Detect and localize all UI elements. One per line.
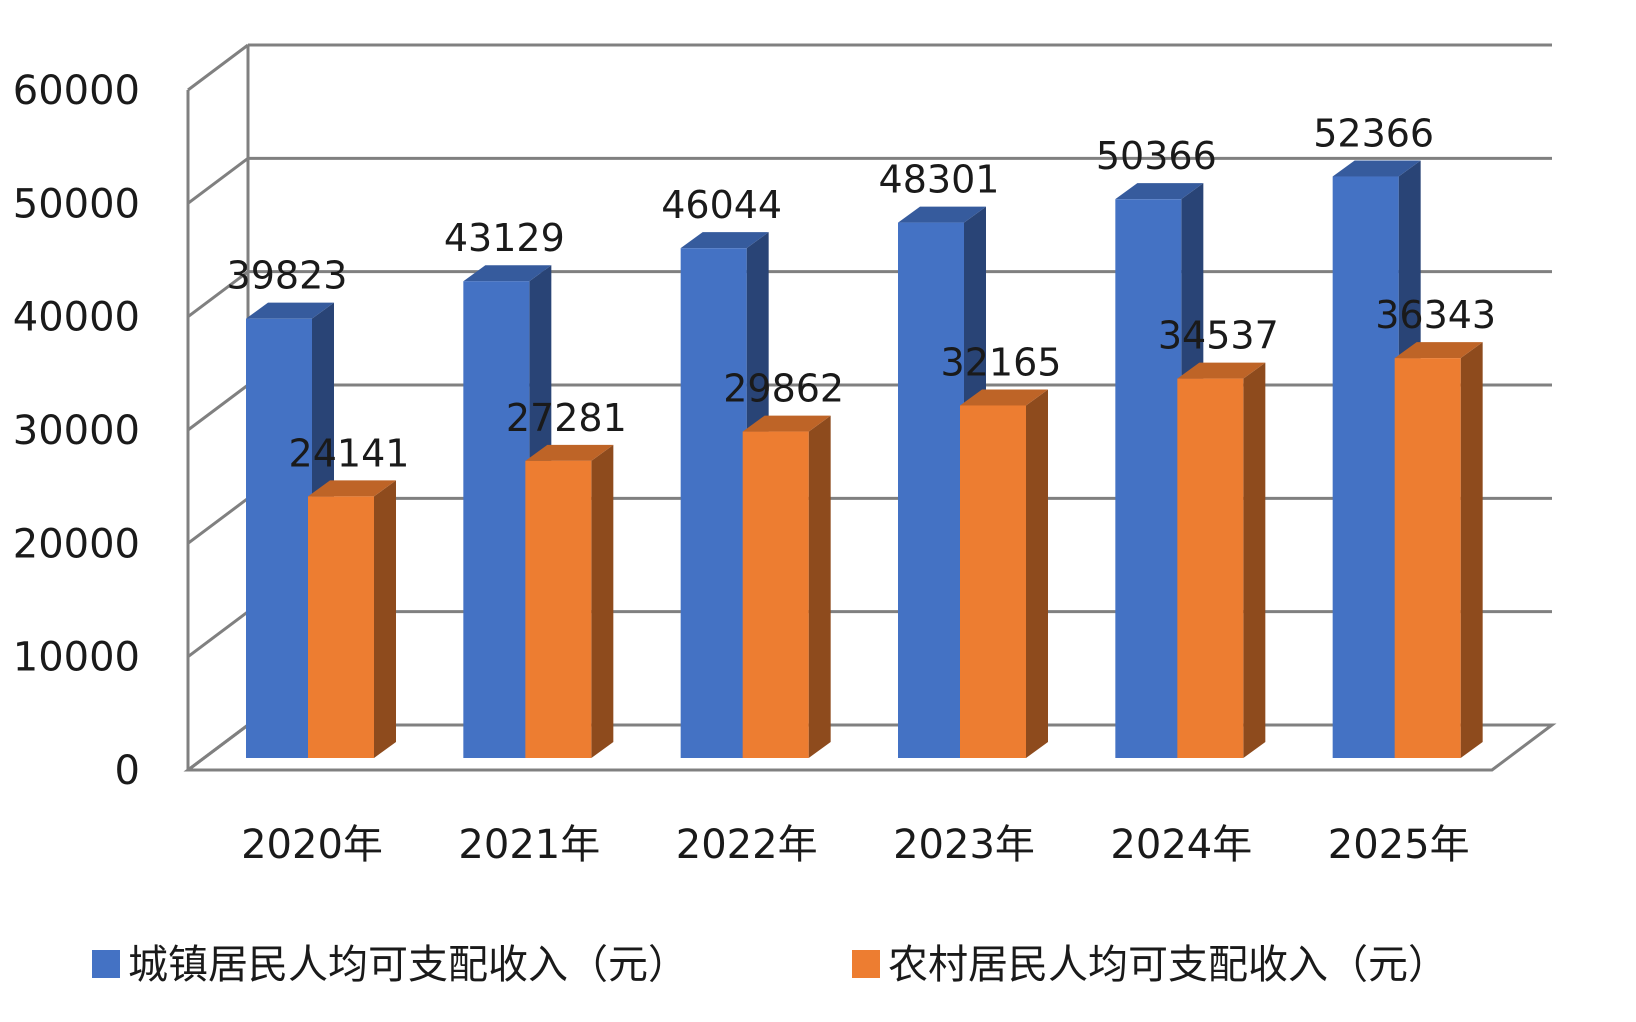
y-tick-label: 30000 — [13, 408, 140, 454]
data-label: 27281 — [506, 396, 627, 440]
bar-top — [960, 389, 1048, 406]
bar-front — [308, 496, 374, 758]
gridline-side — [187, 43, 249, 92]
bar-front — [246, 318, 312, 758]
x-category-label: 2024年 — [1110, 822, 1252, 868]
bar-top — [1394, 342, 1483, 359]
y-tick-label: 60000 — [13, 68, 140, 114]
bar-top — [463, 265, 552, 282]
y-tick-label: 40000 — [13, 295, 140, 341]
x-category-label: 2025年 — [1328, 822, 1470, 868]
bar — [525, 444, 614, 758]
y-tick-label: 50000 — [13, 181, 140, 227]
bar-top — [742, 415, 831, 432]
x-category-label: 2021年 — [458, 822, 600, 868]
bar-top — [1177, 362, 1266, 379]
bar-top — [898, 206, 986, 223]
bar-front — [680, 248, 747, 758]
x-category-label: 2022年 — [676, 822, 818, 868]
bar — [1394, 342, 1483, 758]
gridline-side — [187, 270, 249, 318]
x-axis-categories: 2020年 2021年 2022年 2023年 2024年 2025年 — [241, 822, 1469, 868]
bar-front — [1332, 176, 1399, 758]
bar — [960, 389, 1048, 758]
bar — [742, 415, 831, 758]
bar-top — [1332, 160, 1421, 177]
y-axis-ticks: 0 10000 20000 30000 40000 50000 60000 — [13, 68, 140, 794]
legend-item: 农村居民人均可支配收入（元） — [852, 942, 1448, 988]
bar-side — [808, 415, 831, 758]
bar-front — [1394, 358, 1461, 758]
bar-top — [1115, 183, 1204, 200]
legend-swatch — [92, 950, 120, 978]
data-label: 39823 — [227, 254, 348, 298]
bar — [308, 480, 396, 758]
data-label: 43129 — [444, 216, 565, 260]
bar-top — [246, 302, 334, 319]
legend-swatch — [852, 950, 880, 978]
gridline-side — [187, 610, 249, 658]
x-category-label: 2023年 — [893, 822, 1035, 868]
x-category-label: 2020年 — [241, 822, 383, 868]
data-label: 24141 — [289, 431, 410, 475]
legend-item: 城镇居民人均可支配收入（元） — [92, 942, 688, 988]
y-tick-label: 10000 — [13, 635, 140, 681]
data-label: 34537 — [1158, 314, 1279, 358]
legend-label: 城镇居民人均可支配收入（元） — [128, 942, 688, 988]
data-label: 52366 — [1313, 112, 1434, 156]
bar-top — [680, 232, 769, 249]
bar-front — [742, 431, 809, 758]
gridline-side — [187, 157, 249, 205]
gridline-side — [187, 497, 249, 545]
data-label: 50366 — [1096, 134, 1217, 178]
bar-side — [1460, 342, 1483, 758]
bar-side — [374, 480, 396, 758]
bar-side — [1243, 362, 1266, 758]
bar — [1177, 362, 1266, 758]
gridline-side — [187, 723, 249, 772]
bar-front — [898, 222, 964, 758]
bar-top — [308, 480, 396, 497]
legend-label: 农村居民人均可支配收入（元） — [888, 942, 1448, 988]
data-labels: 39823 24141 43129 27281 46044 29862 48301 32165… — [227, 112, 1497, 476]
data-label: 36343 — [1375, 293, 1496, 337]
bar-side — [591, 444, 614, 758]
bar-top — [525, 444, 614, 461]
bar-front — [960, 405, 1026, 758]
data-label: 29862 — [723, 367, 844, 411]
bars — [246, 160, 1483, 759]
bar-front — [525, 460, 592, 758]
data-label: 32165 — [941, 340, 1062, 384]
gridline-side — [187, 383, 249, 432]
bar-side — [1026, 389, 1048, 758]
bar-front — [1177, 378, 1244, 758]
bar-front — [463, 281, 530, 758]
bar-front — [1115, 199, 1182, 759]
y-tick-label: 20000 — [13, 521, 140, 567]
data-label: 46044 — [661, 183, 782, 227]
data-label: 48301 — [879, 158, 1000, 202]
legend: 城镇居民人均可支配收入（元） 农村居民人均可支配收入（元） — [92, 942, 1448, 988]
y-tick-label: 0 — [115, 748, 140, 794]
